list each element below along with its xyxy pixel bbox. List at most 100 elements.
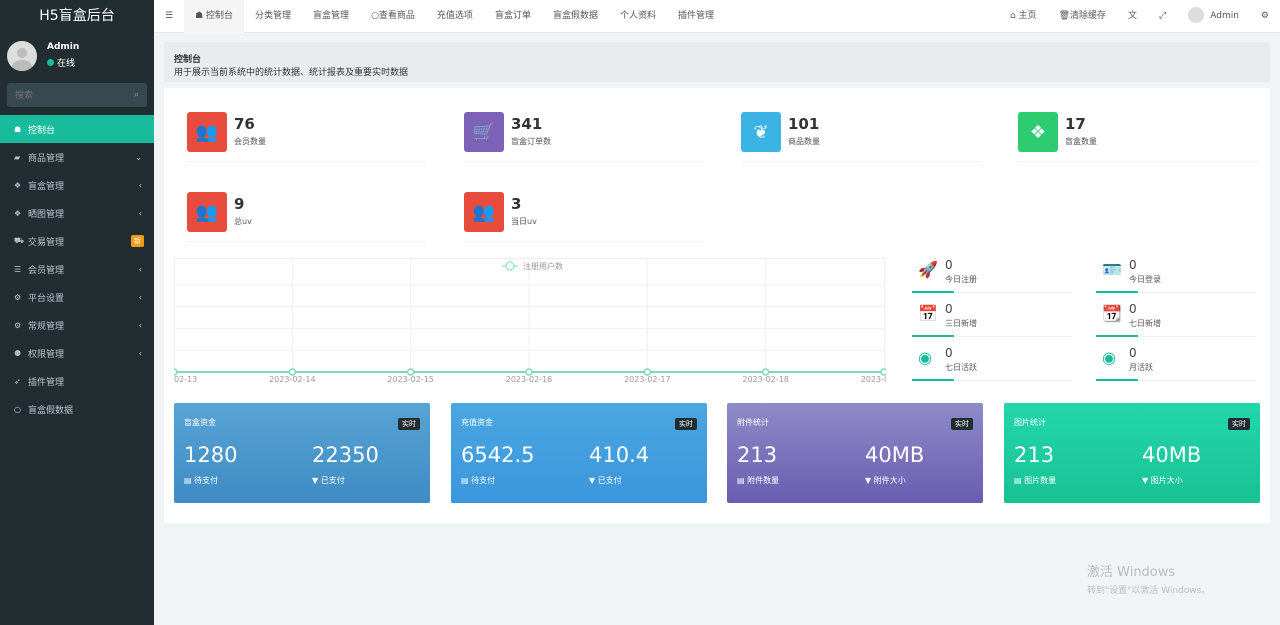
tab-4[interactable]: 充值选项 bbox=[436, 10, 473, 21]
data-point bbox=[288, 368, 297, 376]
dashboard-icon: ☗ bbox=[195, 10, 207, 21]
sidebar-item-7[interactable]: ⚙ 常规管理 ‹ bbox=[0, 311, 154, 339]
sidebar-item-3[interactable]: ❖ 晒图管理 ‹ bbox=[0, 199, 154, 227]
realtime-badge: 实时 bbox=[951, 418, 973, 430]
tab-7[interactable]: 个人资料 bbox=[619, 10, 656, 21]
data-point bbox=[880, 368, 886, 376]
sidebar-item-2[interactable]: ❖ 盲盒管理 ‹ bbox=[0, 171, 154, 199]
card-value-1: 6542.5 bbox=[461, 443, 535, 467]
quick-stat-label: 月活跃 bbox=[1129, 363, 1153, 372]
sidebar-item-label: 控制台 bbox=[28, 125, 56, 136]
register-users-chart: 2023-02-13 2023-02-14 2023-02-15 2023-02-16… bbox=[174, 258, 886, 384]
sidebar-item-label: 会员管理 bbox=[28, 265, 65, 276]
tab-1[interactable]: 分类管理 bbox=[255, 10, 292, 21]
fullscreen-button[interactable]: ⤢ bbox=[1148, 0, 1177, 33]
realtime-badge: 实时 bbox=[675, 418, 697, 430]
data-point bbox=[174, 368, 178, 376]
translate-icon: 文 bbox=[1128, 10, 1138, 21]
sidebar: H5盲盒后台 Admin 在线 ⌕ ☗ 控制台 ▰ 商品管理 ⌄ ❖ 盲盒管理 … bbox=[0, 0, 154, 625]
leaf-icon: ❦ bbox=[741, 112, 781, 152]
circle-icon: ○ bbox=[14, 404, 21, 414]
filter-icon: ▼ bbox=[865, 476, 874, 485]
dashboard-icon: ☗ bbox=[14, 124, 22, 134]
sidebar-item-8[interactable]: ⚉ 权限管理 ‹ bbox=[0, 339, 154, 367]
avatar bbox=[7, 40, 37, 71]
data-point bbox=[643, 368, 652, 376]
user-menu[interactable]: Admin bbox=[1177, 0, 1250, 33]
tab-0[interactable]: ☗ 控制台 bbox=[184, 0, 245, 33]
tab-6[interactable]: 盲盒假数据 bbox=[552, 10, 598, 21]
quick-stat-value: 0 bbox=[945, 346, 953, 360]
page-header: 控制台 用于展示当前系统中的统计数据、统计报表及重要实时数据 bbox=[164, 42, 1270, 82]
card-value-1: 1280 bbox=[184, 443, 238, 467]
sidebar-search: ⌕ bbox=[7, 83, 147, 107]
stat-label: 盲盒数量 bbox=[1065, 137, 1097, 146]
card-value-2: 40MB bbox=[865, 443, 925, 467]
list-icon: ▤ bbox=[1014, 476, 1025, 485]
cogs-icon: ⚙ bbox=[14, 320, 22, 330]
chevron-icon: ‹ bbox=[138, 292, 142, 302]
filter-icon: ▼ bbox=[1142, 476, 1151, 485]
app-logo[interactable]: H5盲盒后台 bbox=[39, 8, 115, 24]
sidebar-item-4[interactable]: ⛟ 交易管理 新 bbox=[0, 227, 154, 255]
card-title: 充值资金 bbox=[461, 418, 493, 427]
search-input[interactable] bbox=[15, 90, 115, 100]
quick-stat-value: 0 bbox=[1129, 346, 1137, 360]
x-tick-label: 2023-02-16 bbox=[506, 375, 553, 384]
sidebar-item-1[interactable]: ▰ 商品管理 ⌄ bbox=[0, 143, 154, 171]
card-value-2: 40MB bbox=[1142, 443, 1202, 467]
language-button[interactable]: 文 bbox=[1117, 0, 1148, 33]
sidebar-item-6[interactable]: ⚙ 平台设置 ‹ bbox=[0, 283, 154, 311]
quick-stat: 🚀 0 今日注册 bbox=[912, 258, 1077, 298]
tab-2[interactable]: 盲盒管理 bbox=[313, 10, 350, 21]
card-value-2: 22350 bbox=[312, 443, 379, 467]
id-card-icon: 🪪 bbox=[1102, 260, 1122, 279]
dropbox-icon: ❖ bbox=[14, 180, 22, 190]
expand-icon: ⤢ bbox=[1159, 10, 1167, 21]
home-icon: ⌂ bbox=[1009, 10, 1016, 21]
quick-stat-value: 0 bbox=[1129, 302, 1137, 316]
search-icon[interactable]: ⌕ bbox=[133, 90, 139, 100]
sidebar-item-9[interactable]: ➶ 插件管理 bbox=[0, 367, 154, 395]
sidebar-toggle-button[interactable]: ☰ bbox=[165, 10, 174, 21]
stat-value: 341 bbox=[511, 115, 543, 133]
windows-watermark: 激活 Windows 转到"设置"以激活 Windows。 bbox=[1087, 565, 1211, 596]
quick-stat: ◉ 0 七日活跃 bbox=[912, 346, 1077, 386]
tab-5[interactable]: 盲盒订单 bbox=[494, 10, 531, 21]
sidebar-item-0[interactable]: ☗ 控制台 bbox=[0, 115, 154, 143]
stat-card: 👥 9 总uv bbox=[187, 192, 427, 242]
stat-value: 76 bbox=[234, 115, 255, 133]
chevron-icon: ‹ bbox=[138, 348, 142, 358]
new-badge: 新 bbox=[131, 235, 144, 247]
quick-stat-value: 0 bbox=[1129, 258, 1137, 272]
x-tick-label: 2023-02-17 bbox=[624, 375, 671, 384]
settings-button[interactable]: ⚙ bbox=[1250, 0, 1280, 33]
dropbox-icon: ❖ bbox=[14, 208, 22, 218]
chevron-icon: ‹ bbox=[138, 320, 142, 330]
tab-8[interactable]: 插件管理 bbox=[677, 10, 714, 21]
rocket-icon: 🚀 bbox=[918, 260, 938, 279]
quick-stat: 📆 0 七日新增 bbox=[1096, 302, 1261, 342]
sidebar-item-5[interactable]: ☰ 会员管理 ‹ bbox=[0, 255, 154, 283]
rocket-icon: ➶ bbox=[14, 376, 21, 386]
sidebar-item-10[interactable]: ○ 盲盒假数据 bbox=[0, 395, 154, 423]
stat-label: 会员数量 bbox=[234, 137, 266, 146]
cart-icon: 🛒 bbox=[464, 112, 504, 152]
calendar-icon: 📅 bbox=[918, 304, 938, 323]
clear-cache-button[interactable]: 🗑清除缓存 bbox=[1058, 10, 1107, 21]
quick-stat-label: 七日新增 bbox=[1129, 319, 1161, 328]
quick-stat-label: 今日登录 bbox=[1129, 275, 1161, 284]
home-link[interactable]: ⌂ 主页 bbox=[1009, 10, 1037, 21]
tab-3[interactable]: ○查看商品 bbox=[371, 10, 415, 21]
quick-stat-label: 今日注册 bbox=[945, 275, 977, 284]
data-point bbox=[761, 368, 770, 376]
chevron-icon: ‹ bbox=[138, 208, 142, 218]
sidebar-item-label: 交易管理 bbox=[28, 237, 65, 248]
stat-value: 3 bbox=[511, 195, 522, 213]
shopping-bag-icon: ▰ bbox=[14, 152, 21, 162]
stat-card: 👥 3 当日uv bbox=[464, 192, 704, 242]
quick-stat-label: 七日活跃 bbox=[945, 363, 977, 372]
realtime-badge: 实时 bbox=[1228, 418, 1250, 430]
dashboard-panel: 👥 76 会员数量 🛒 341 盲盒订单数 ❦ 101 商品数量 ❖ 17 盲盒… bbox=[164, 88, 1270, 523]
data-point bbox=[525, 368, 533, 376]
